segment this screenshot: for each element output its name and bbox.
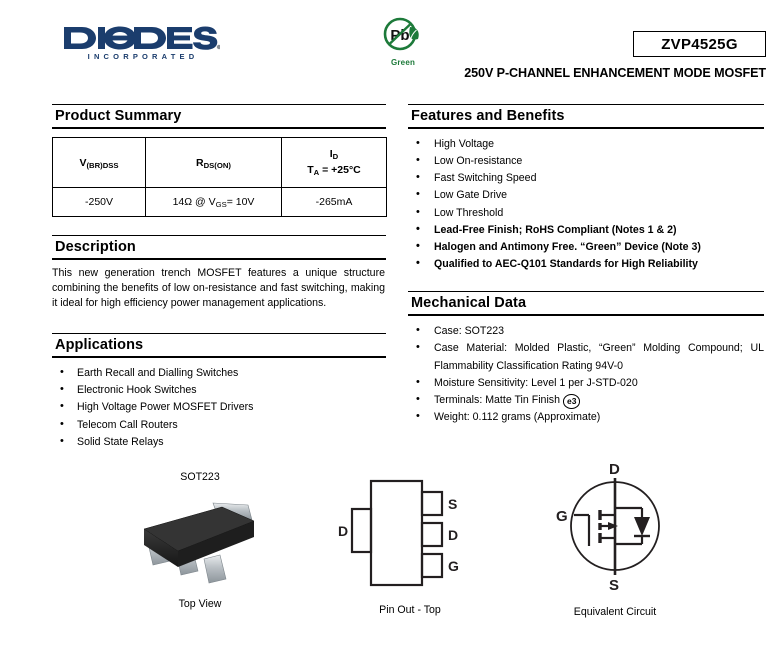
- product-summary-heading: Product Summary: [52, 104, 386, 129]
- table-value-row: -250V 14Ω @ VGS= 10V -265mA: [52, 187, 387, 217]
- figures-row: SOT223: [0, 455, 772, 630]
- pin-label-left: D: [338, 523, 348, 539]
- pb-green-label: Green: [390, 58, 416, 67]
- features-list: High Voltage Low On-resistance Fast Swit…: [408, 135, 764, 273]
- list-item: Earth Recall and Dialling Switches: [52, 364, 386, 382]
- pb-free-icon: Pb: [383, 17, 419, 51]
- logo-subtext: INCORPORATED: [87, 52, 199, 61]
- applications-list: Earth Recall and Dialling Switches Elect…: [52, 364, 386, 451]
- mosfet-symbol-icon: D G S: [556, 461, 660, 594]
- list-item-case-material: Case Material: Molded Plastic, “Green” M…: [408, 339, 764, 374]
- list-item: Telecom Call Routers: [52, 416, 386, 434]
- right-column: Features and Benefits High Voltage Low O…: [408, 104, 764, 426]
- list-item: Fast Switching Speed: [408, 169, 764, 187]
- vbrdss-sub: (BR)DSS: [86, 160, 119, 170]
- list-item: High Voltage: [408, 135, 764, 153]
- equivalent-circuit-figure: D G S Equivalent Circuit: [530, 460, 700, 618]
- pin-label-d: D: [448, 527, 458, 543]
- rdson-value-post: = 10V: [226, 196, 255, 208]
- col-header-rdson: RDS(ON): [145, 137, 282, 188]
- id-sub: D: [332, 152, 339, 162]
- terminal-label-d: D: [609, 461, 620, 478]
- package-title: SOT223: [180, 471, 220, 483]
- ta-post: = +25°C: [319, 163, 361, 176]
- part-number-box: ZVP4525G: [633, 31, 766, 57]
- col-header-id: ID TA = +25°C: [281, 137, 387, 188]
- list-item: Lead-Free Finish; RoHS Compliant (Notes …: [408, 221, 764, 239]
- description-heading: Description: [52, 235, 386, 260]
- pb-green-logo: Pb Green: [378, 14, 428, 67]
- list-item: Low Gate Drive: [408, 186, 764, 204]
- pinout-diagram-icon: D S D G: [338, 479, 459, 587]
- terminal-label-s: S: [609, 577, 619, 594]
- list-item: Qualified to AEC-Q101 Standards for High…: [408, 255, 764, 273]
- value-rdson: 14Ω @ VGS= 10V: [145, 187, 282, 217]
- diodes-wordmark-icon: [64, 26, 220, 50]
- list-item-moisture: Moisture Sensitivity: Level 1 per J-STD-…: [408, 374, 764, 392]
- diodes-logo: INCORPORATED: [62, 26, 220, 61]
- left-column: Product Summary V(BR)DSS RDS(ON) ID TA =…: [52, 104, 387, 451]
- rdson-main: R: [196, 156, 204, 169]
- id-main: I: [329, 148, 333, 161]
- value-vbrdss: -250V: [52, 187, 146, 217]
- ta-pre: T: [307, 163, 314, 176]
- terminals-text: Terminals: Matte Tin Finish: [434, 393, 560, 406]
- list-item: Electronic Hook Switches: [52, 381, 386, 399]
- rdson-value-sub: GS: [215, 200, 227, 209]
- part-number: ZVP4525G: [661, 35, 738, 53]
- pinout-figure: D S D G Pin Out - Top: [330, 465, 490, 616]
- list-item: Low Threshold: [408, 204, 764, 222]
- rdson-sub: DS(ON): [203, 160, 231, 170]
- equivalent-circuit-caption: Equivalent Circuit: [573, 606, 657, 618]
- list-item: Solid State Relays: [52, 433, 386, 451]
- id-line1: ID: [282, 147, 386, 162]
- list-item: Halogen and Antimony Free. “Green” Devic…: [408, 238, 764, 256]
- mechanical-data-heading: Mechanical Data: [408, 291, 764, 317]
- description-body: This new generation trench MOSFET featur…: [52, 267, 385, 310]
- rdson-value-pre: 14Ω @ V: [172, 196, 216, 208]
- id-line2: TA = +25°C: [282, 163, 386, 178]
- ta-sub: A: [313, 167, 320, 177]
- e3-mark-icon: e3: [563, 393, 581, 409]
- terminal-label-g: G: [556, 508, 568, 525]
- page-header: INCORPORATED Pb Green ZVP4525G 250V P-CH…: [0, 0, 772, 92]
- mechanical-data-list: Case: SOT223 Case Material: Molded Plast…: [408, 322, 764, 426]
- pin-label-g: G: [448, 558, 459, 574]
- table-header-row: V(BR)DSS RDS(ON) ID TA = +25°C: [52, 137, 387, 188]
- value-id: -265mA: [281, 187, 387, 217]
- features-heading: Features and Benefits: [408, 104, 764, 129]
- pinout-caption: Pin Out - Top: [379, 604, 441, 616]
- list-item-case: Case: SOT223: [408, 322, 764, 340]
- pin-label-s: S: [448, 496, 457, 512]
- list-item: Low On-resistance: [408, 152, 764, 170]
- list-item-weight: Weight: 0.112 grams (Approximate): [408, 408, 764, 426]
- col-header-vbrdss: V(BR)DSS: [52, 137, 146, 188]
- sot223-package-icon: [143, 502, 255, 584]
- applications-heading: Applications: [52, 333, 386, 359]
- list-item: High Voltage Power MOSFET Drivers: [52, 398, 386, 416]
- product-subtitle: 250V P-CHANNEL ENHANCEMENT MODE MOSFET: [464, 66, 766, 80]
- package-caption: Top View: [178, 598, 222, 610]
- product-summary-table: V(BR)DSS RDS(ON) ID TA = +25°C -250V 14Ω…: [52, 137, 387, 217]
- vbrdss-main: V: [79, 156, 87, 169]
- package-figure: SOT223: [130, 471, 270, 610]
